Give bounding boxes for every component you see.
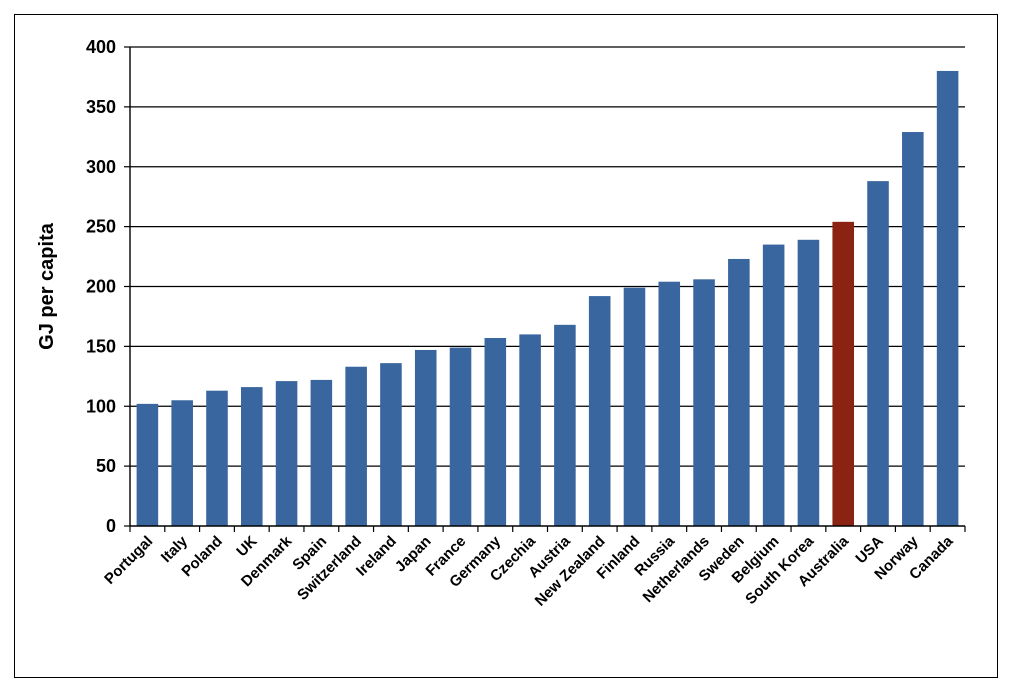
- y-tick-label: 250: [86, 217, 116, 237]
- bar-netherlands: [693, 279, 715, 526]
- bar-canada: [936, 70, 959, 526]
- x-category-label: Portugal: [101, 533, 156, 588]
- bar-austria: [554, 324, 576, 526]
- x-category-label: UK: [233, 533, 260, 560]
- y-tick-label: 50: [96, 456, 116, 476]
- bar-norway: [902, 132, 924, 526]
- chart-frame: 0 50 100 150 200 250 300 350 400 Portugal Italy Po…: [14, 14, 998, 678]
- bar-italy: [171, 400, 193, 526]
- y-tick-label: 350: [86, 97, 116, 117]
- bar-belgium: [762, 244, 785, 526]
- bar-portugal: [136, 403, 159, 526]
- bar-new-zealand: [588, 296, 611, 526]
- y-axis-title: GJ per capita: [36, 222, 58, 350]
- bar-usa: [867, 181, 889, 526]
- y-tick-label: 200: [86, 277, 116, 297]
- y-tick-label: 0: [106, 516, 116, 536]
- bar-ireland: [380, 363, 402, 526]
- y-tick-labels: 0 50 100 150 200 250 300 350 400: [86, 37, 116, 536]
- bar-finland: [623, 287, 646, 526]
- axes: [124, 46, 966, 532]
- y-tick-label: 400: [86, 37, 116, 57]
- bar-denmark: [275, 381, 298, 526]
- bar-germany: [484, 337, 507, 526]
- bar-russia: [658, 281, 681, 526]
- bar-japan: [414, 349, 437, 526]
- bar-south-korea: [797, 239, 820, 527]
- bar-uk: [240, 387, 263, 526]
- bar-spain: [310, 379, 333, 526]
- bar-czechia: [519, 334, 541, 526]
- bar-switzerland: [345, 366, 367, 526]
- gridlines: [130, 46, 965, 467]
- bar-chart: 0 50 100 150 200 250 300 350 400 Portugal ItalyPo…: [36, 37, 966, 610]
- bars: [136, 70, 959, 527]
- y-tick-label: 150: [86, 336, 116, 356]
- bar-poland: [206, 390, 228, 526]
- bar-france: [449, 347, 472, 526]
- y-tick-label: 100: [86, 396, 116, 416]
- bar-australia: [832, 221, 855, 526]
- y-tick-label: 300: [86, 157, 116, 177]
- bar-sweden: [728, 258, 750, 526]
